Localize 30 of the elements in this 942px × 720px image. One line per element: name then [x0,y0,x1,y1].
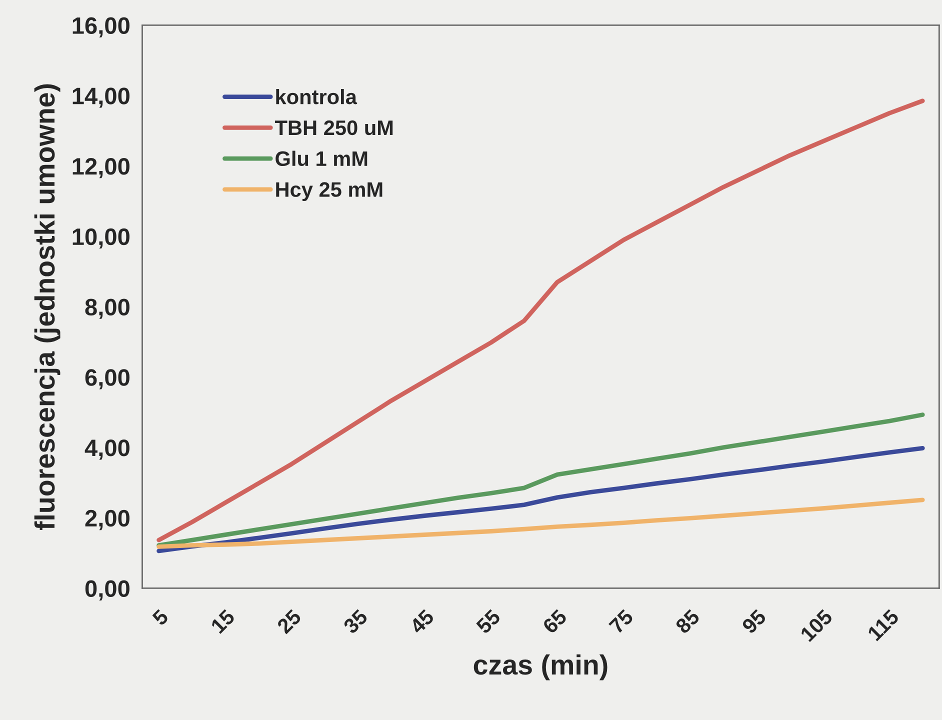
x-axis-title: czas (min) [474,654,608,680]
y-tick-label: 6,00 [85,369,130,390]
y-tick-label: 10,00 [72,228,130,249]
x-tick-label: 75 [608,608,634,634]
x-tick-label: 115 [867,608,900,642]
x-tick-label: 45 [408,608,435,635]
y-tick-label: 0,00 [85,580,130,600]
x-tick-label: 85 [674,608,701,634]
legend-label: TBH 250 uM [274,120,393,136]
x-tick-label: 15 [210,608,236,634]
x-tick-label: 25 [276,608,302,634]
legend-label: Glu 1 mM [276,150,368,166]
y-tick-label: 2,00 [85,510,130,530]
y-axis-title: fluorescencja (jednostki umowne) [34,84,60,530]
y-tick-label: 8,00 [85,298,130,319]
y-tick-label: 4,00 [84,440,130,460]
y-tick-label: 12,00 [72,158,130,178]
y-tick-label: 16,00 [72,17,130,38]
x-tick-label: 35 [342,608,369,635]
legend-label: Hcy 25 mM [276,182,382,202]
legend-label: kontrola [276,88,358,104]
line-series [156,446,925,554]
x-tick-label: 5 [152,608,170,626]
x-tick-label: 55 [476,608,502,634]
x-tick-label: 95 [741,608,767,634]
y-tick-label: 14,00 [72,88,130,108]
x-tick-label: 105 [800,608,834,642]
line-series [156,412,925,548]
x-tick-label: 65 [542,608,568,634]
line-series [156,498,925,549]
